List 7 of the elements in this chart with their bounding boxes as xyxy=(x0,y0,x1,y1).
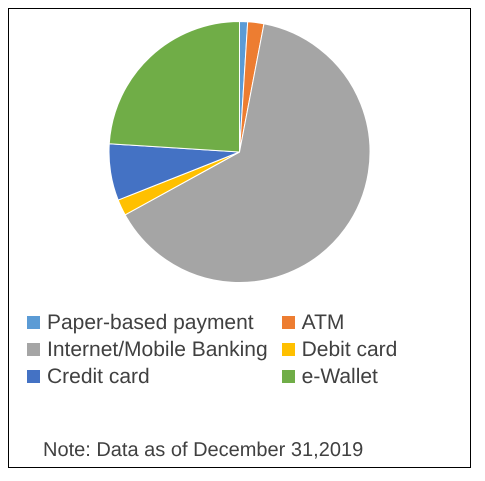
legend-label: e-Wallet xyxy=(302,364,378,388)
legend-label: Paper-based payment xyxy=(47,310,254,334)
text: Note: Data as of December 31,2019 xyxy=(42,439,364,462)
legend-label: Credit card xyxy=(47,364,150,388)
legend-label: Internet/Mobile Banking xyxy=(47,338,268,362)
legend-label: Debit card xyxy=(302,338,398,362)
legend-label: ATM xyxy=(302,310,344,334)
